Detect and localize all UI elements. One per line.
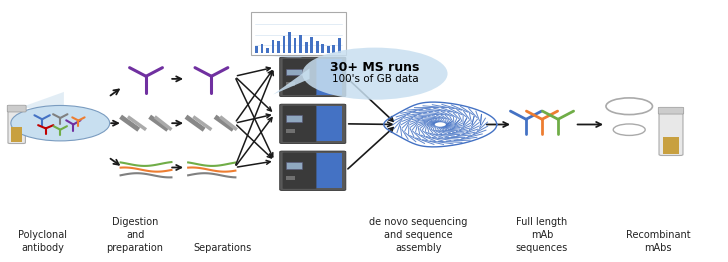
Text: 30+ MS runs: 30+ MS runs [331, 61, 419, 74]
FancyBboxPatch shape [280, 104, 346, 144]
Bar [288, 32, 291, 53]
Bar [277, 41, 280, 53]
Bar [310, 37, 313, 53]
Bar [316, 59, 342, 95]
FancyBboxPatch shape [280, 57, 346, 97]
FancyBboxPatch shape [282, 59, 317, 95]
Bar [251, 12, 346, 56]
Bar [327, 46, 330, 53]
Bar [272, 40, 274, 53]
Bar [266, 48, 269, 53]
Polygon shape [20, 92, 64, 110]
Circle shape [302, 48, 448, 100]
Text: Recombinant
mAbs: Recombinant mAbs [626, 230, 691, 254]
Bar [305, 42, 307, 53]
FancyBboxPatch shape [282, 153, 317, 189]
Bar [286, 129, 295, 133]
Bar [282, 36, 285, 53]
Bar [286, 69, 302, 75]
Bar [286, 162, 302, 169]
Text: de novo sequencing
and sequence
assembly: de novo sequencing and sequence assembly [369, 217, 467, 254]
Bar [261, 44, 264, 53]
FancyBboxPatch shape [8, 108, 25, 144]
Bar [316, 41, 319, 53]
FancyBboxPatch shape [7, 105, 26, 112]
Bar [11, 127, 23, 143]
Text: Digestion
and
preparation: Digestion and preparation [106, 217, 164, 254]
Bar [286, 82, 295, 86]
Bar [286, 176, 295, 180]
Polygon shape [266, 56, 309, 57]
Circle shape [613, 124, 645, 135]
Bar [321, 44, 324, 53]
FancyBboxPatch shape [658, 107, 684, 114]
Text: Polyclonal
antibody: Polyclonal antibody [18, 230, 67, 254]
Text: Separations: Separations [193, 243, 251, 254]
Text: 100's of GB data: 100's of GB data [331, 74, 418, 84]
Bar [286, 116, 302, 122]
Bar [316, 106, 342, 141]
Bar [293, 39, 296, 53]
Bar [663, 137, 678, 154]
Polygon shape [273, 68, 309, 95]
Bar [332, 45, 335, 53]
Bar [299, 35, 302, 53]
Bar [338, 39, 341, 53]
FancyBboxPatch shape [282, 106, 317, 142]
FancyBboxPatch shape [280, 151, 346, 190]
Circle shape [11, 106, 110, 141]
Bar [316, 153, 342, 188]
Circle shape [606, 98, 652, 114]
Bar [255, 46, 258, 53]
Text: Full length
mAb
sequences: Full length mAb sequences [516, 217, 568, 254]
FancyBboxPatch shape [659, 110, 683, 156]
